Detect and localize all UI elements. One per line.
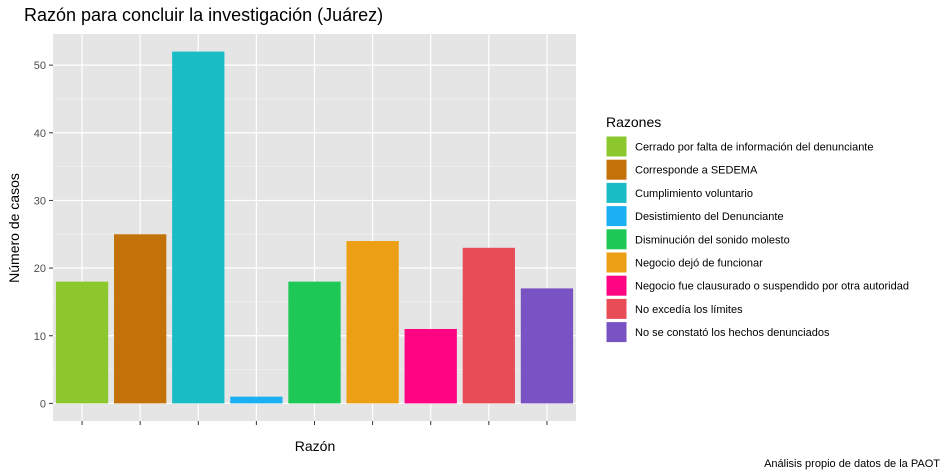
legend-swatch — [605, 135, 628, 158]
legend-swatch — [605, 158, 628, 181]
legend-label: Disminución del sonido molesto — [635, 234, 790, 246]
y-tick-label: 20 — [34, 263, 46, 275]
bar — [172, 51, 225, 404]
bar — [55, 281, 109, 404]
x-axis-label: Razón — [295, 438, 335, 454]
legend-label: Desistimiento del Denunciante — [635, 211, 784, 223]
legend-swatch — [605, 297, 628, 320]
legend-label: No se constató los hechos denunciados — [635, 327, 830, 339]
chart-title: Razón para concluir la investigación (Ju… — [24, 5, 383, 25]
legend-label: No excedía los límites — [635, 304, 743, 316]
bar — [288, 281, 341, 404]
bar — [114, 234, 167, 404]
legend-label: Negocio fue clausurado o suspendido por … — [635, 281, 909, 293]
legend-label: Negocio dejó de funcionar — [635, 258, 763, 270]
legend: Razones Cerrado por falta de información… — [605, 114, 909, 344]
legend-swatch — [605, 205, 628, 228]
caption: Análisis propio de datos de la PAOT — [764, 458, 940, 470]
legend-label: Cerrado por falta de información del den… — [635, 142, 873, 154]
y-tick-label: 50 — [34, 60, 46, 72]
bar — [462, 247, 515, 404]
y-tick-label: 30 — [34, 195, 46, 207]
legend-swatch — [605, 321, 628, 344]
legend-swatch — [605, 228, 628, 251]
legend-swatch — [605, 274, 628, 297]
y-axis: 0 10 20 30 40 50 — [34, 60, 53, 410]
bar — [520, 288, 574, 404]
legend-title: Razones — [606, 114, 661, 130]
legend-swatch — [605, 251, 628, 274]
bar — [230, 396, 283, 404]
y-axis-label: Número de casos — [6, 173, 22, 283]
x-axis — [81, 421, 548, 425]
bar — [404, 328, 457, 404]
legend-label: Corresponde a SEDEMA — [635, 165, 758, 177]
legend-label: Cumplimiento voluntario — [635, 188, 753, 200]
bars — [55, 51, 574, 404]
y-tick-label: 10 — [34, 331, 46, 343]
y-tick-label: 0 — [40, 398, 46, 410]
legend-swatch — [605, 181, 628, 204]
y-tick-label: 40 — [34, 128, 46, 140]
bar — [346, 241, 399, 404]
